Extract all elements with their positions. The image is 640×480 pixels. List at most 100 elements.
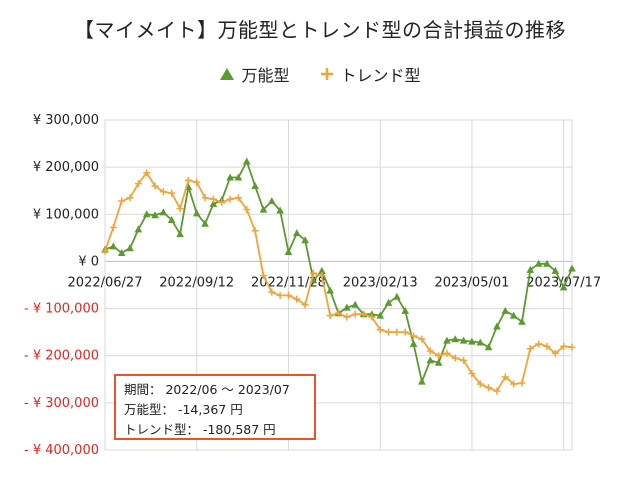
- data-point-bannou: [484, 343, 493, 351]
- data-point-bannou: [201, 219, 209, 227]
- legend-item-bannou[interactable]: 万能型: [219, 62, 289, 86]
- data-point-bannou: [343, 303, 351, 311]
- series-line-bannou: [104, 160, 573, 383]
- data-point-trend: [234, 194, 242, 202]
- y-tick-label: - ¥ 200,000: [24, 349, 99, 364]
- data-point-bannou: [443, 336, 451, 344]
- data-point-bannou: [234, 173, 243, 181]
- data-point-trend: [293, 295, 301, 303]
- data-point-bannou: [434, 358, 443, 366]
- data-point-trend: [151, 182, 159, 190]
- data-point-trend: [551, 349, 559, 357]
- data-point-trend: [309, 269, 317, 277]
- data-point-trend: [335, 309, 342, 317]
- data-point-trend: [118, 197, 126, 205]
- data-point-trend: [410, 332, 418, 340]
- data-point-trend: [535, 340, 543, 348]
- data-point-trend: [426, 347, 434, 355]
- legend-item-trend[interactable]: トレンド型: [319, 62, 421, 86]
- data-point-trend: [368, 313, 376, 321]
- data-point-trend: [318, 272, 326, 280]
- data-point-bannou: [468, 337, 476, 345]
- y-tick-label: ¥ 200,000: [33, 160, 99, 175]
- data-point-bannou: [534, 259, 543, 267]
- data-point-bannou: [509, 311, 518, 319]
- data-point-trend: [251, 227, 259, 235]
- data-point-trend: [101, 247, 109, 255]
- data-point-trend: [560, 342, 568, 350]
- y-tick-label: - ¥ 400,000: [24, 443, 99, 458]
- data-point-bannou: [476, 338, 485, 346]
- data-point-bannou: [418, 377, 426, 385]
- data-point-trend: [184, 176, 192, 184]
- data-point-bannou: [242, 157, 251, 165]
- data-point-trend: [443, 349, 451, 357]
- data-point-trend: [510, 380, 518, 388]
- data-point-bannou: [543, 259, 551, 267]
- data-point-trend: [176, 205, 184, 213]
- data-point-bannou: [109, 242, 118, 250]
- data-point-bannou: [267, 197, 276, 205]
- data-point-trend: [435, 352, 443, 360]
- data-point-bannou: [501, 306, 510, 314]
- data-point-bannou: [209, 199, 218, 207]
- legend: 万能型 トレンド型: [0, 62, 640, 86]
- data-point-bannou: [401, 306, 410, 314]
- data-point-bannou: [293, 229, 301, 237]
- data-point-bannou: [351, 300, 359, 308]
- triangle-marker-icon: [220, 68, 235, 80]
- x-tick-label: 2022/06/27: [68, 275, 143, 290]
- data-point-bannou: [393, 292, 401, 300]
- data-point-trend: [385, 328, 393, 336]
- data-point-trend: [143, 169, 151, 177]
- data-point-bannou: [176, 230, 184, 238]
- y-tick-label: - ¥ 100,000: [24, 302, 99, 317]
- summary-trend: トレンド型： -180,587 円: [124, 422, 276, 437]
- data-point-trend: [268, 288, 276, 296]
- data-point-bannou: [551, 266, 560, 274]
- data-point-trend: [126, 194, 134, 202]
- data-point-bannou: [518, 317, 526, 325]
- data-point-trend: [193, 178, 201, 186]
- data-point-trend: [501, 373, 509, 381]
- x-tick-label: 2023/05/01: [434, 275, 509, 290]
- data-point-trend: [284, 291, 292, 299]
- legend-label-trend: トレンド型: [340, 66, 421, 85]
- data-point-bannou: [284, 248, 293, 255]
- data-point-trend: [226, 195, 234, 203]
- data-point-trend: [351, 310, 359, 318]
- data-point-bannou: [559, 283, 568, 291]
- summary-box: 期間： 2022/06 ～ 2023/07 万能型： -14,367 円 トレン…: [114, 374, 316, 440]
- data-point-trend: [393, 328, 401, 336]
- data-point-trend: [168, 189, 176, 197]
- data-point-trend: [209, 195, 217, 203]
- data-point-trend: [276, 291, 284, 299]
- cross-marker-icon: [320, 68, 333, 80]
- data-point-bannou: [526, 265, 535, 273]
- summary-bannou: 万能型： -14,367 円: [124, 402, 243, 417]
- data-point-trend: [326, 312, 334, 320]
- data-point-trend: [476, 380, 484, 388]
- data-point-bannou: [259, 205, 268, 213]
- data-point-bannou: [276, 206, 284, 214]
- data-point-bannou: [142, 210, 151, 218]
- data-point-bannou: [318, 266, 326, 274]
- data-point-bannou: [568, 264, 576, 272]
- x-tick-label: 2023/07/17: [526, 275, 601, 290]
- data-point-bannou: [326, 286, 334, 294]
- summary-period: 期間： 2022/06 ～ 2023/07: [124, 382, 290, 397]
- data-point-bannou: [384, 298, 393, 306]
- y-tick-label: ¥ 0: [78, 254, 99, 269]
- data-point-bannou: [451, 335, 460, 343]
- data-point-trend: [343, 313, 351, 321]
- data-point-bannou: [409, 339, 418, 347]
- data-point-trend: [451, 354, 459, 362]
- x-tick-label: 2023/02/13: [343, 275, 418, 290]
- data-point-bannou: [192, 209, 201, 217]
- data-point-trend: [418, 335, 426, 343]
- data-point-trend: [468, 370, 476, 378]
- legend-label-bannou: 万能型: [241, 66, 290, 85]
- data-point-bannou: [159, 208, 168, 216]
- data-point-trend: [360, 310, 368, 318]
- data-point-bannou: [167, 215, 176, 223]
